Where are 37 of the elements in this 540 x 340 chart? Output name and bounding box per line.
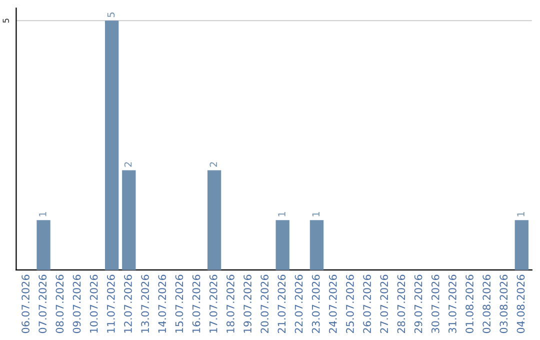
x-tick-label: 21.07.2026	[278, 274, 286, 334]
x-tick-label: 11.07.2026	[106, 274, 115, 333]
data-label: 5	[107, 12, 115, 18]
x-tick-label: 15.07.2026	[175, 274, 184, 333]
x-tick-label: 10.07.2026	[90, 274, 98, 333]
x-tick-label: 17.07.2026	[209, 274, 218, 333]
x-tick-label: 14.07.2026	[158, 274, 166, 333]
x-tick-label: 27.07.2026	[380, 274, 388, 334]
x-tick-label: 04.08.2026	[516, 274, 525, 334]
data-label: 2	[210, 162, 217, 167]
x-tick-label: 20.07.2026	[260, 274, 269, 334]
x-tick-label: 07.07.2026	[38, 274, 47, 334]
x-tick-label: 28.07.2026	[397, 274, 406, 334]
x-tick-label: 08.07.2026	[56, 274, 64, 334]
x-tick-label: 24.07.2026	[328, 274, 337, 334]
x-tick-label: 06.07.2026	[22, 274, 30, 334]
x-tick-label: 29.07.2026	[414, 274, 422, 334]
x-tick-label: 03.08.2026	[500, 274, 508, 334]
x-tick-label: 31.07.2026	[448, 274, 456, 333]
data-label: 1	[312, 212, 320, 216]
data-label: 1	[517, 212, 524, 216]
x-tick-label: 09.07.2026	[72, 274, 81, 334]
x-tick-label: 19.07.2026	[244, 274, 252, 333]
x-tick-label: 02.08.2026	[482, 274, 491, 334]
data-label: 1	[278, 212, 286, 216]
x-tick-label: 23.07.2026	[312, 274, 320, 334]
data-label: 1	[39, 212, 46, 216]
x-tick-label: 25.07.2026	[346, 274, 354, 334]
data-label: 2	[124, 162, 132, 167]
x-tick-label: 26.07.2026	[363, 274, 371, 334]
x-tick-label: 22.07.2026	[294, 274, 303, 334]
x-tick-label: 01.08.2026	[466, 274, 474, 334]
x-tick-label: 18.07.2026	[226, 274, 234, 333]
x-tick-label: 16.07.2026	[192, 274, 200, 333]
x-tick-label: 12.07.2026	[124, 274, 132, 333]
x-tick-label: 30.07.2026	[431, 274, 440, 333]
x-tick-label: 13.07.2026	[141, 274, 149, 333]
